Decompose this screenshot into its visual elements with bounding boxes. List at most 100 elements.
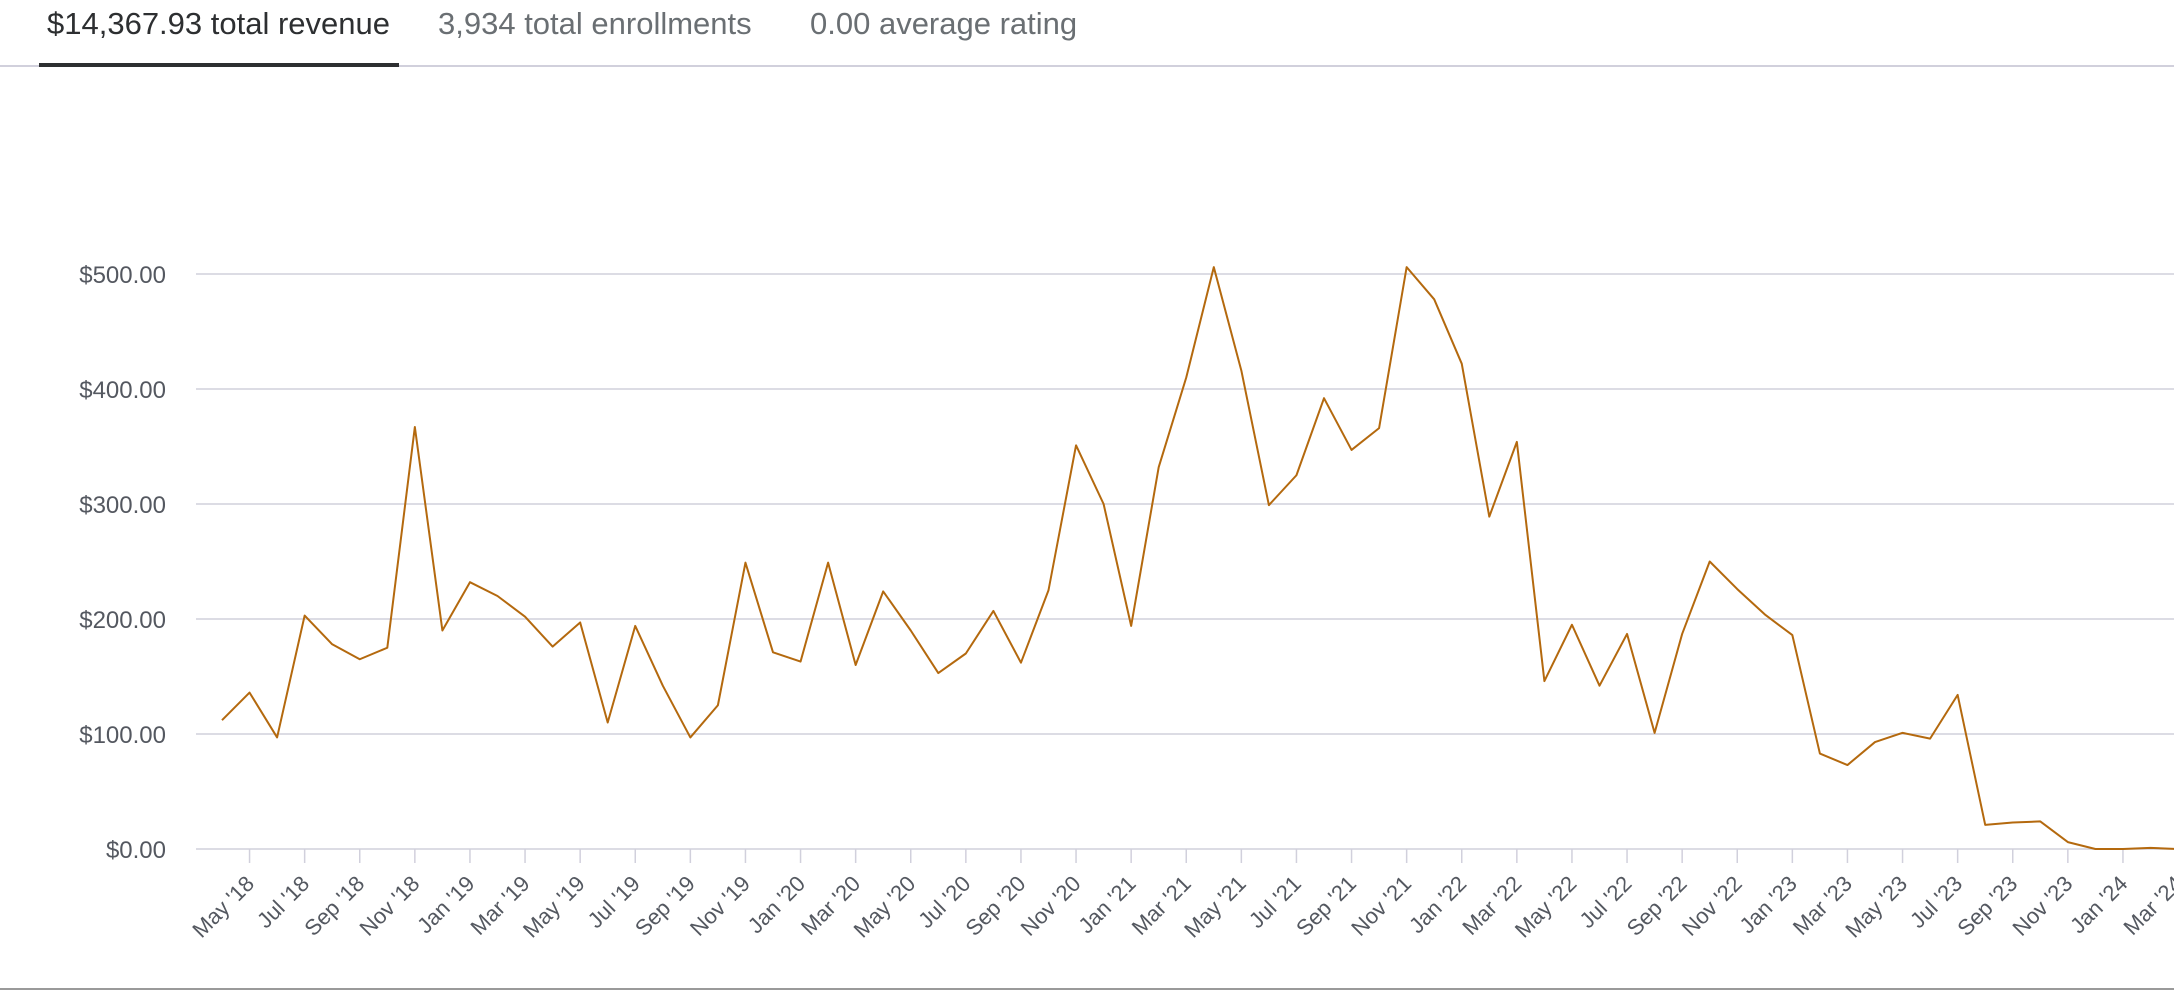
data-point[interactable] bbox=[1153, 461, 1165, 473]
data-point[interactable] bbox=[1401, 261, 1413, 273]
data-point[interactable] bbox=[436, 625, 448, 637]
tab-total-enrollments[interactable]: 3,934 total enrollments bbox=[438, 6, 752, 41]
y-tick-label: $500.00 bbox=[79, 262, 166, 289]
y-tick-label: $0.00 bbox=[106, 837, 166, 864]
x-tick-label: Sep '18 bbox=[299, 871, 369, 941]
data-point[interactable] bbox=[1346, 444, 1358, 456]
data-point[interactable] bbox=[795, 656, 807, 668]
data-point[interactable] bbox=[1869, 736, 1881, 748]
x-tick-label: Sep '22 bbox=[1622, 871, 1692, 941]
data-point[interactable] bbox=[2062, 836, 2074, 848]
data-point[interactable] bbox=[1759, 608, 1771, 620]
data-point[interactable] bbox=[1979, 819, 1991, 831]
x-tick-label: Jan '20 bbox=[743, 871, 810, 938]
x-tick-label: Nov '19 bbox=[685, 871, 755, 941]
data-point[interactable] bbox=[1786, 629, 1798, 641]
data-point[interactable] bbox=[2117, 843, 2129, 855]
data-point[interactable] bbox=[1208, 261, 1220, 273]
data-point[interactable] bbox=[684, 731, 696, 743]
data-point[interactable] bbox=[326, 638, 338, 650]
data-point[interactable] bbox=[629, 620, 641, 632]
chart-bottom-border bbox=[0, 988, 2174, 990]
tab-average-rating[interactable]: 0.00 average rating bbox=[810, 6, 1078, 41]
data-point[interactable] bbox=[409, 421, 421, 433]
data-point[interactable] bbox=[464, 576, 476, 588]
data-point[interactable] bbox=[2089, 843, 2101, 855]
data-point[interactable] bbox=[1566, 619, 1578, 631]
y-tick-label: $400.00 bbox=[79, 377, 166, 404]
data-point[interactable] bbox=[932, 667, 944, 679]
data-point[interactable] bbox=[905, 625, 917, 637]
data-point[interactable] bbox=[2034, 815, 2046, 827]
data-point[interactable] bbox=[1704, 556, 1716, 568]
data-point[interactable] bbox=[602, 717, 614, 729]
data-point[interactable] bbox=[877, 585, 889, 597]
tab-total-revenue[interactable]: $14,367.93 total revenue bbox=[47, 6, 390, 41]
data-point[interactable] bbox=[1043, 584, 1055, 596]
data-point[interactable] bbox=[1098, 498, 1110, 510]
data-point[interactable] bbox=[1538, 675, 1550, 687]
data-point[interactable] bbox=[1841, 759, 1853, 771]
data-point[interactable] bbox=[299, 610, 311, 622]
data-point[interactable] bbox=[244, 687, 256, 699]
data-point[interactable] bbox=[1924, 733, 1936, 745]
data-point[interactable] bbox=[1235, 365, 1247, 377]
active-tab-indicator bbox=[39, 63, 399, 67]
data-point[interactable] bbox=[1180, 372, 1192, 384]
data-point[interactable] bbox=[381, 642, 393, 654]
x-tick-label: May '18 bbox=[187, 871, 259, 943]
x-tick-label: Mar '24 bbox=[2119, 871, 2174, 940]
y-tick-label: $100.00 bbox=[79, 722, 166, 749]
data-point[interactable] bbox=[574, 616, 586, 628]
x-tick-label: Nov '20 bbox=[1016, 871, 1086, 941]
data-point[interactable] bbox=[1621, 628, 1633, 640]
y-tick-label: $300.00 bbox=[79, 492, 166, 519]
data-point[interactable] bbox=[271, 731, 283, 743]
y-axis-ticks: $0.00 $100.00 $200.00 $300.00 $400.00 $500.00 bbox=[79, 262, 166, 864]
data-point[interactable] bbox=[1428, 293, 1440, 305]
x-tick-label: Sep '23 bbox=[1952, 871, 2022, 941]
x-tick-label: Sep '19 bbox=[630, 871, 700, 941]
x-tick-label: Sep '20 bbox=[961, 871, 1031, 941]
data-point[interactable] bbox=[1483, 511, 1495, 523]
data-point[interactable] bbox=[1731, 583, 1743, 595]
data-point[interactable] bbox=[2007, 817, 2019, 829]
data-point[interactable] bbox=[739, 557, 751, 569]
data-point[interactable] bbox=[1290, 469, 1302, 481]
data-point[interactable] bbox=[492, 590, 504, 602]
revenue-line-chart: $0.00 $100.00 $200.00 $300.00 $400.00 $500.00… bbox=[79, 261, 2174, 943]
data-point[interactable] bbox=[1897, 727, 1909, 739]
data-point[interactable] bbox=[1263, 499, 1275, 511]
data-point[interactable] bbox=[1015, 657, 1027, 669]
data-point[interactable] bbox=[767, 646, 779, 658]
x-tick-label: Nov '21 bbox=[1346, 871, 1416, 941]
data-point[interactable] bbox=[1125, 620, 1137, 632]
data-point[interactable] bbox=[657, 680, 669, 692]
data-point[interactable] bbox=[519, 611, 531, 623]
data-point[interactable] bbox=[822, 557, 834, 569]
data-point[interactable] bbox=[354, 653, 366, 665]
grid-lines bbox=[196, 273, 2174, 850]
x-tick-label: May '20 bbox=[849, 871, 921, 943]
data-point[interactable] bbox=[987, 605, 999, 617]
data-point[interactable] bbox=[1814, 748, 1826, 760]
data-point[interactable] bbox=[1594, 680, 1606, 692]
revenue-series-line bbox=[221, 266, 2174, 850]
x-tick-label: Jan '24 bbox=[2065, 871, 2132, 938]
data-point[interactable] bbox=[1456, 358, 1468, 370]
data-point[interactable] bbox=[1952, 689, 1964, 701]
data-point[interactable] bbox=[1070, 439, 1082, 451]
data-point[interactable] bbox=[960, 648, 972, 660]
data-point[interactable] bbox=[1318, 392, 1330, 404]
data-point[interactable] bbox=[1511, 436, 1523, 448]
data-point[interactable] bbox=[2145, 842, 2157, 854]
data-point[interactable] bbox=[547, 641, 559, 653]
data-point[interactable] bbox=[1676, 628, 1688, 640]
x-tick-label: Jan '19 bbox=[412, 871, 479, 938]
data-point[interactable] bbox=[850, 659, 862, 671]
data-point[interactable] bbox=[1373, 422, 1385, 434]
metric-tabs: $14,367.93 total revenue 3,934 total enr… bbox=[0, 0, 2174, 67]
data-point[interactable] bbox=[216, 714, 228, 726]
data-point[interactable] bbox=[1649, 727, 1661, 739]
data-point[interactable] bbox=[712, 699, 724, 711]
